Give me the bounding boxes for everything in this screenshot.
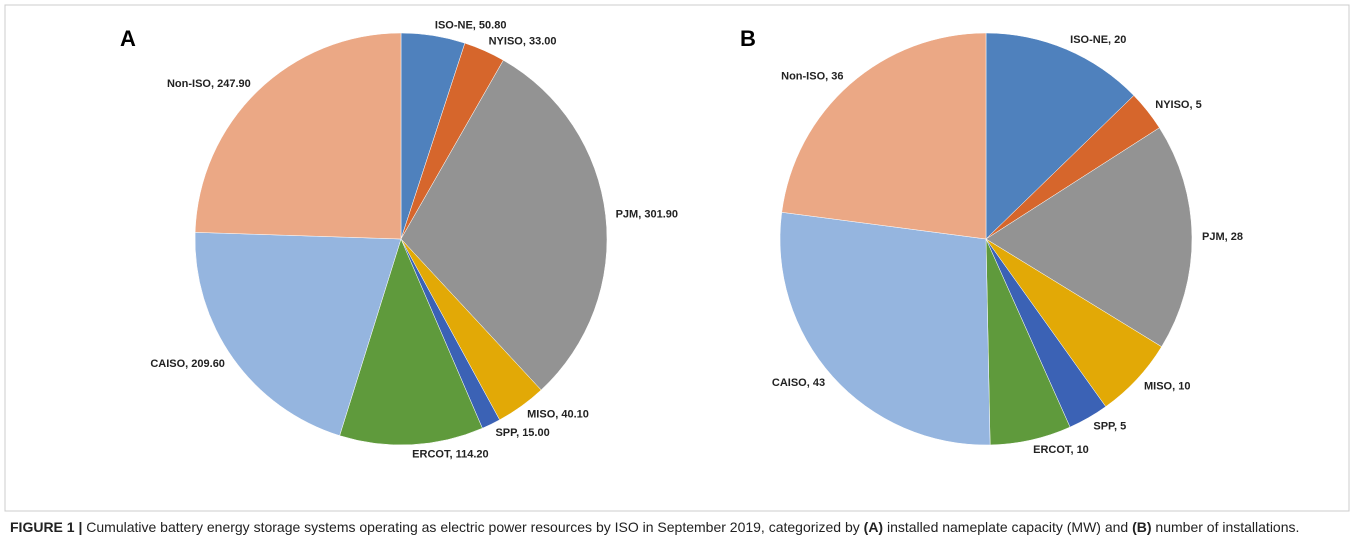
slice-category: CAISO: [772, 377, 807, 389]
slice-value: 43: [813, 377, 825, 389]
slice-label: NYISO, 33.00: [489, 35, 557, 47]
slice-category: CAISO: [150, 358, 185, 370]
caption-segment: (B): [1132, 519, 1152, 535]
slice-value: 33.00: [529, 35, 557, 47]
slice-label: MISO, 40.10: [527, 408, 589, 420]
slice-value: 20: [1114, 34, 1126, 46]
label-separator: ,: [523, 35, 529, 47]
pie-slice: [779, 212, 991, 446]
slice-category: MISO: [527, 408, 556, 420]
slice-label: SPP, 15.00: [495, 427, 549, 439]
caption: FIGURE 1 | Cumulative battery energy sto…: [10, 517, 1330, 538]
pie-slice: [194, 32, 402, 240]
label-separator: ,: [449, 449, 455, 461]
label-separator: ,: [1108, 34, 1114, 46]
slice-category: NYISO: [489, 35, 524, 47]
slice-label: Non-ISO, 36: [781, 71, 843, 83]
slice-category: ISO-NE: [435, 20, 473, 32]
pie-slice: [339, 238, 483, 446]
slice-label: PJM, 28: [1202, 231, 1243, 243]
slice-value: 301.90: [644, 208, 678, 220]
label-separator: ,: [211, 78, 217, 90]
slice-value: 209.60: [191, 358, 225, 370]
slice-label: CAISO, 43: [772, 377, 825, 389]
label-separator: ,: [1070, 444, 1076, 456]
slice-value: 5: [1196, 99, 1202, 111]
slice-category: MISO: [1144, 380, 1173, 392]
slice-category: SPP: [495, 427, 517, 439]
label-separator: ,: [638, 208, 644, 220]
slice-value: 36: [831, 71, 843, 83]
label-separator: ,: [1114, 420, 1120, 432]
label-separator: ,: [825, 71, 831, 83]
label-separator: ,: [555, 408, 561, 420]
slice-label: ISO-NE, 20: [1070, 34, 1126, 46]
slice-category: PJM: [616, 208, 639, 220]
slice-label: SPP, 5: [1093, 420, 1126, 432]
slice-value: 50.80: [479, 20, 507, 32]
figure: A ISO-NE, 50.80 NYISO, 33.00 PJM, 301.90 MIS…: [4, 4, 1350, 512]
slice-category: ISO-NE: [1070, 34, 1108, 46]
pie-slice: [985, 32, 1135, 240]
label-separator: ,: [1225, 231, 1231, 243]
slice-value: 28: [1231, 231, 1243, 243]
slice-value: 40.10: [561, 408, 589, 420]
pie-slice: [781, 32, 987, 240]
label-separator: ,: [473, 20, 479, 32]
label-separator: ,: [516, 427, 522, 439]
slice-value: 15.00: [522, 427, 550, 439]
pie-slice: [400, 59, 608, 391]
slice-label: PJM, 301.90: [616, 208, 678, 220]
slice-label: ERCOT, 114.20: [412, 449, 488, 461]
slice-value: 10: [1178, 380, 1190, 392]
caption-segment: FIGURE 1 |: [10, 519, 87, 535]
slice-category: ERCOT: [1033, 444, 1072, 456]
slice-category: ERCOT: [412, 449, 451, 461]
caption-segment: number of installations.: [1151, 519, 1300, 535]
slice-value: 114.20: [456, 449, 489, 461]
slice-label: ISO-NE, 50.80: [435, 20, 507, 32]
slice-category: Non-ISO: [781, 71, 825, 83]
pie-slice: [985, 127, 1193, 348]
slice-label: NYISO, 5: [1155, 99, 1201, 111]
slice-label: MISO, 10: [1144, 380, 1191, 392]
slice-category: SPP: [1093, 420, 1115, 432]
slice-category: Non-ISO: [167, 78, 211, 90]
figure-border: [4, 4, 1350, 512]
slice-label: Non-ISO, 247.90: [167, 78, 251, 90]
label-separator: ,: [1189, 99, 1195, 111]
slice-label: CAISO, 209.60: [150, 358, 225, 370]
pie-slice: [194, 232, 402, 436]
label-separator: ,: [185, 358, 191, 370]
slice-category: NYISO: [1155, 99, 1190, 111]
slice-category: PJM: [1202, 231, 1225, 243]
panel-title: B: [740, 26, 756, 51]
caption-segment: (A): [863, 519, 884, 535]
label-separator: ,: [807, 377, 813, 389]
caption-segment: installed nameplate capacity (MW) and: [883, 519, 1133, 535]
caption-segment: Cumulative battery energy storage system…: [86, 519, 864, 535]
slice-value: 5: [1120, 420, 1126, 432]
slice-label: ERCOT, 10: [1033, 444, 1089, 456]
slice-value: 10: [1077, 444, 1089, 456]
panel-title: A: [120, 26, 136, 51]
label-separator: ,: [1172, 380, 1178, 392]
slice-value: 247.90: [217, 78, 251, 90]
